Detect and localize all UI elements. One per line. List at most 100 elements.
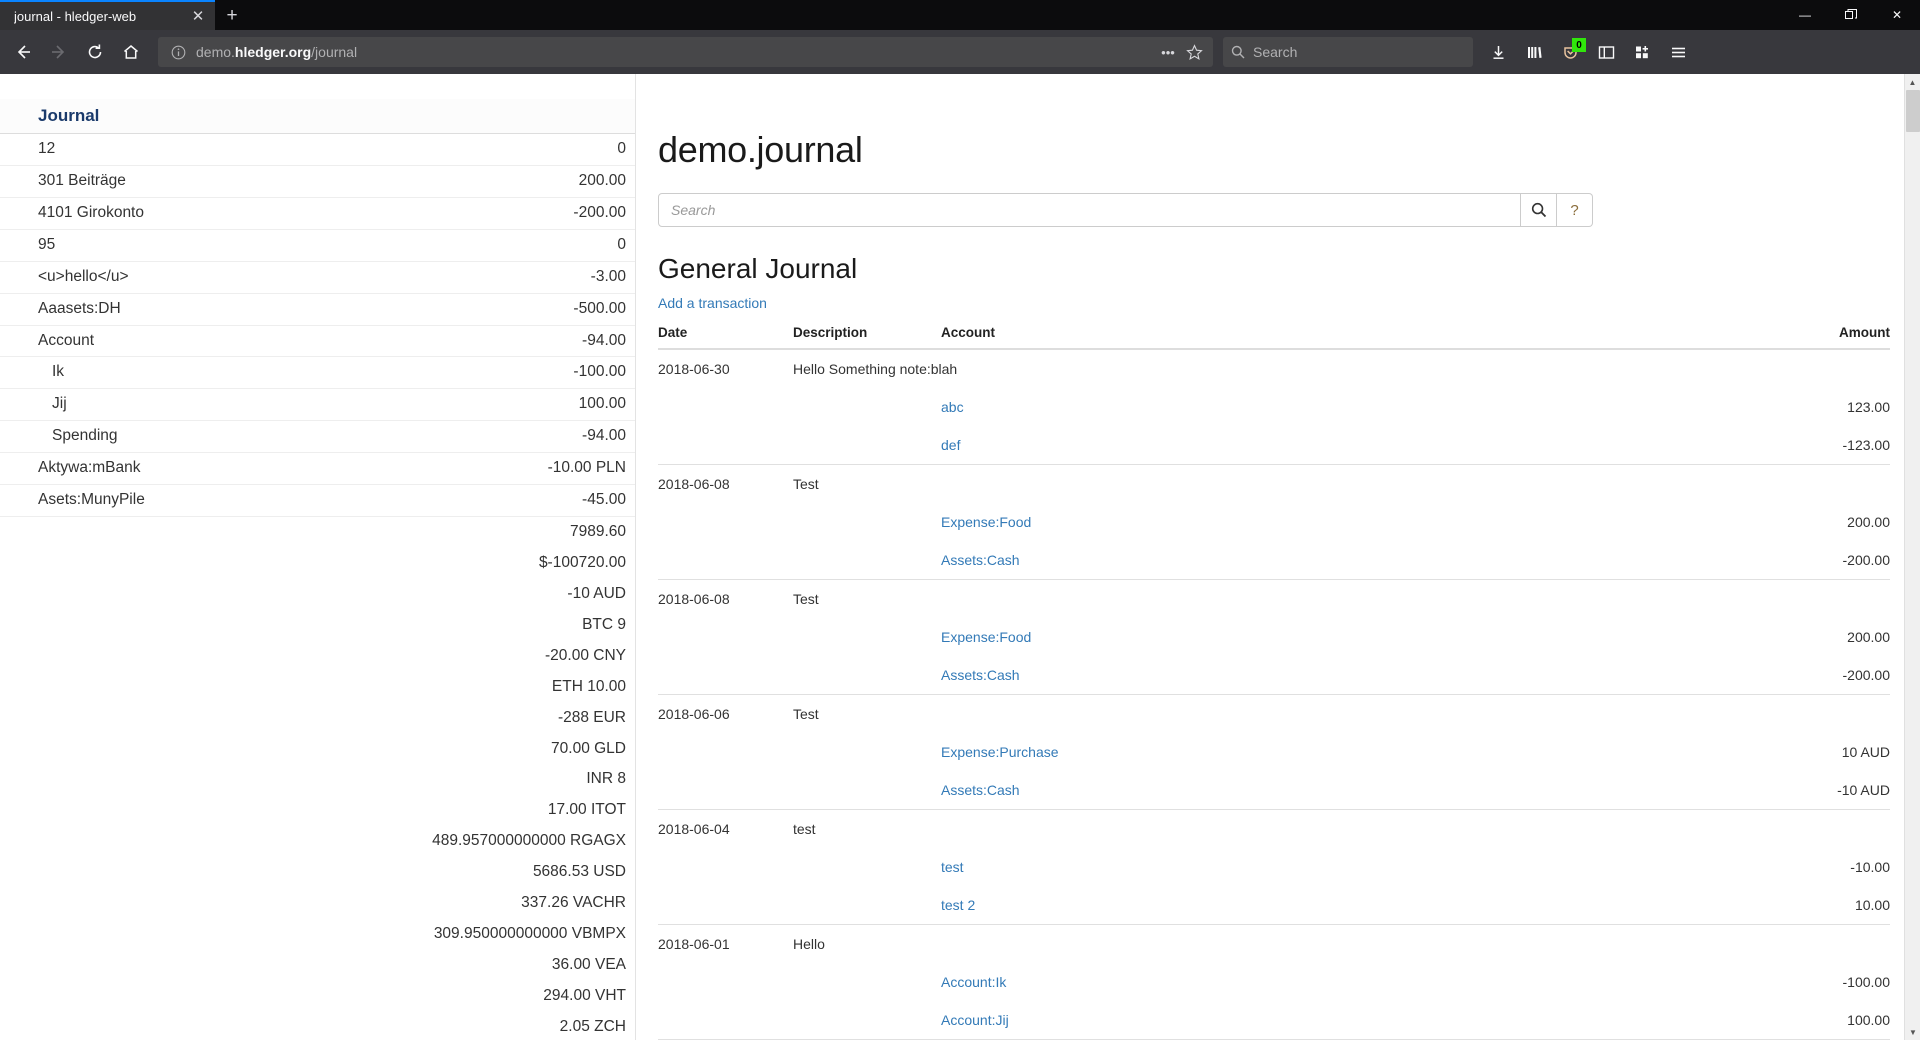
account-name[interactable] bbox=[0, 764, 267, 795]
posting-row[interactable]: Account:Jij 100.00 bbox=[658, 1001, 1890, 1040]
account-row[interactable]: Jij 100.00 bbox=[0, 388, 635, 422]
account-name[interactable] bbox=[0, 981, 267, 1012]
pocket-icon[interactable]: 0 bbox=[1553, 36, 1587, 68]
posting-account-link[interactable]: test 2 bbox=[941, 897, 976, 913]
scrollbar-thumb[interactable] bbox=[1906, 90, 1920, 132]
reload-icon[interactable] bbox=[78, 36, 112, 68]
sidebar-journal-header[interactable]: Journal bbox=[0, 99, 635, 134]
forward-icon[interactable] bbox=[42, 36, 76, 68]
account-row[interactable]: <u>hello</u> -3.00 bbox=[0, 261, 635, 294]
search-submit-button[interactable] bbox=[1521, 193, 1557, 227]
account-row[interactable]: 2.05 ZCH bbox=[0, 1012, 635, 1040]
new-tab-button[interactable]: + bbox=[226, 4, 238, 26]
account-row[interactable]: 12 0 bbox=[0, 133, 635, 166]
account-row[interactable]: 337.26 VACHR bbox=[0, 888, 635, 919]
account-row[interactable]: Ik -100.00 bbox=[0, 356, 635, 390]
account-name[interactable] bbox=[0, 734, 267, 765]
account-row[interactable]: Asets:MunyPile -45.00 bbox=[0, 484, 635, 518]
url-bar[interactable]: demo.hledger.org/journal ••• bbox=[158, 37, 1213, 67]
account-name[interactable] bbox=[0, 795, 267, 826]
add-transaction-link[interactable]: Add a transaction bbox=[658, 295, 767, 311]
extensions-icon[interactable] bbox=[1625, 36, 1659, 68]
posting-row[interactable]: Expense:Purchase 10 AUD bbox=[658, 733, 1890, 771]
account-row[interactable]: Aaasets:DH -500.00 bbox=[0, 293, 635, 326]
account-name[interactable] bbox=[0, 826, 267, 857]
account-name[interactable]: Asets:MunyPile bbox=[0, 484, 268, 518]
account-name[interactable] bbox=[0, 641, 267, 672]
account-row[interactable]: -288 EUR bbox=[0, 703, 635, 734]
account-row[interactable]: 309.950000000000 VBMPX bbox=[0, 919, 635, 950]
home-icon[interactable] bbox=[114, 36, 148, 68]
search-help-button[interactable]: ? bbox=[1557, 193, 1593, 227]
account-name[interactable]: 95 bbox=[0, 229, 268, 262]
posting-row[interactable]: abc 123.00 bbox=[658, 388, 1890, 426]
hamburger-menu-icon[interactable] bbox=[1661, 36, 1695, 68]
account-name[interactable] bbox=[0, 548, 267, 579]
posting-account-link[interactable]: Expense:Purchase bbox=[941, 744, 1059, 760]
account-row[interactable]: -10 AUD bbox=[0, 579, 635, 610]
posting-account-link[interactable]: abc bbox=[941, 399, 964, 415]
posting-row[interactable]: test -10.00 bbox=[658, 848, 1890, 886]
account-name[interactable] bbox=[0, 672, 267, 703]
account-name[interactable] bbox=[0, 857, 267, 888]
account-name[interactable] bbox=[0, 950, 267, 981]
posting-row[interactable]: Expense:Food 200.00 bbox=[658, 618, 1890, 656]
browser-search-bar[interactable]: Search bbox=[1223, 37, 1473, 67]
account-name[interactable] bbox=[0, 888, 267, 919]
account-row[interactable]: BTC 9 bbox=[0, 610, 635, 641]
transaction-row[interactable]: 2018-06-08 Test bbox=[658, 464, 1890, 503]
posting-row[interactable]: Assets:Cash -200.00 bbox=[658, 656, 1890, 695]
posting-account-link[interactable]: test bbox=[941, 859, 964, 875]
restore-icon[interactable] bbox=[1828, 0, 1874, 30]
account-name[interactable] bbox=[0, 610, 267, 641]
posting-account-link[interactable]: Expense:Food bbox=[941, 629, 1032, 645]
transaction-row[interactable]: 2018-06-01 Hello bbox=[658, 924, 1890, 963]
page-scrollbar[interactable]: ▲ ▼ bbox=[1904, 74, 1920, 1040]
posting-row[interactable]: Account:Ik -100.00 bbox=[658, 963, 1890, 1001]
sidebar-icon[interactable] bbox=[1589, 36, 1623, 68]
account-row[interactable]: 489.957000000000 RGAGX bbox=[0, 826, 635, 857]
downloads-icon[interactable] bbox=[1481, 36, 1515, 68]
account-name[interactable]: 12 bbox=[0, 133, 268, 166]
posting-row[interactable]: Assets:Cash -10 AUD bbox=[658, 771, 1890, 810]
transaction-row[interactable]: 2018-06-08 Test bbox=[658, 579, 1890, 618]
back-icon[interactable] bbox=[6, 36, 40, 68]
account-name[interactable]: 4101 Girokonto bbox=[0, 197, 268, 230]
scroll-down-arrow-icon[interactable]: ▼ bbox=[1905, 1024, 1920, 1040]
posting-row[interactable]: Expense:Food 200.00 bbox=[658, 503, 1890, 541]
page-actions-icon[interactable]: ••• bbox=[1161, 44, 1175, 60]
account-row[interactable]: 294.00 VHT bbox=[0, 981, 635, 1012]
account-name[interactable]: Ik bbox=[0, 356, 268, 390]
close-window-icon[interactable]: ✕ bbox=[1891, 8, 1903, 22]
account-row[interactable]: Spending -94.00 bbox=[0, 420, 635, 454]
account-name[interactable] bbox=[0, 579, 267, 610]
account-row[interactable]: 5686.53 USD bbox=[0, 857, 635, 888]
scroll-up-arrow-icon[interactable]: ▲ bbox=[1905, 74, 1920, 90]
account-row[interactable]: 70.00 GLD bbox=[0, 734, 635, 765]
account-row[interactable]: 95 0 bbox=[0, 229, 635, 262]
accounts-sidebar[interactable]: Journal 12 0 301 Beiträge 200.00 4101 Giroko… bbox=[0, 74, 636, 1040]
account-row[interactable]: 36.00 VEA bbox=[0, 950, 635, 981]
account-name[interactable]: Aaasets:DH bbox=[0, 293, 268, 326]
posting-row[interactable]: def -123.00 bbox=[658, 426, 1890, 465]
posting-account-link[interactable]: Assets:Cash bbox=[941, 667, 1020, 683]
account-row[interactable]: ETH 10.00 bbox=[0, 672, 635, 703]
account-name[interactable] bbox=[0, 517, 267, 548]
account-name[interactable]: Account bbox=[0, 325, 268, 358]
account-name[interactable] bbox=[0, 919, 267, 950]
bookmark-star-icon[interactable] bbox=[1181, 39, 1207, 65]
posting-account-link[interactable]: Expense:Food bbox=[941, 514, 1032, 530]
browser-tab[interactable]: journal - hledger-web ✕ bbox=[0, 0, 215, 30]
posting-account-link[interactable]: Assets:Cash bbox=[941, 552, 1020, 568]
posting-account-link[interactable]: def bbox=[941, 437, 961, 453]
account-row[interactable]: Aktywa:mBank -10.00 PLN bbox=[0, 452, 635, 486]
account-name[interactable] bbox=[0, 703, 267, 734]
posting-account-link[interactable]: Account:Ik bbox=[941, 974, 1007, 990]
account-row[interactable]: 7989.60 bbox=[0, 517, 635, 548]
account-name[interactable] bbox=[0, 1012, 267, 1040]
close-icon[interactable]: ✕ bbox=[191, 7, 205, 25]
search-input[interactable] bbox=[658, 193, 1521, 227]
account-row[interactable]: 17.00 ITOT bbox=[0, 795, 635, 826]
site-info-icon[interactable] bbox=[168, 42, 188, 62]
account-row[interactable]: INR 8 bbox=[0, 764, 635, 795]
